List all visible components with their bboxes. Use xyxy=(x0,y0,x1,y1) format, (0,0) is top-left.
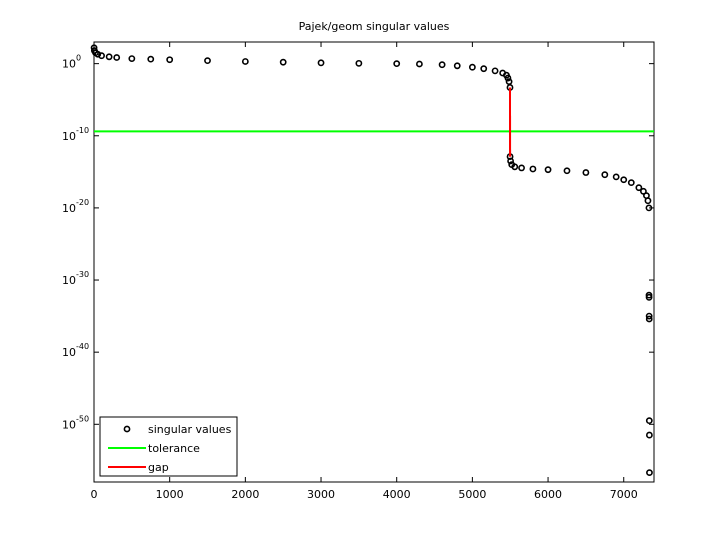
data-point xyxy=(582,169,590,176)
y-tick-label: 100 xyxy=(62,54,81,71)
chart-title: Pajek/geom singular values xyxy=(299,20,450,33)
data-point xyxy=(393,60,401,68)
data-point xyxy=(644,197,652,205)
data-point xyxy=(645,417,653,425)
data-point xyxy=(646,469,653,477)
y-tick-label: 10-40 xyxy=(62,342,89,359)
data-point xyxy=(94,50,102,58)
data-point xyxy=(635,184,643,192)
data-point xyxy=(529,165,537,173)
data-point xyxy=(491,67,499,75)
data-point xyxy=(279,58,287,66)
data-point xyxy=(645,431,653,439)
x-tick-label: 6000 xyxy=(534,488,562,501)
y-tick-base: 10 xyxy=(62,58,76,71)
data-point xyxy=(453,62,461,70)
data-point xyxy=(504,74,512,82)
axes-box xyxy=(93,41,655,483)
y-tick-exponent: -30 xyxy=(76,270,89,279)
data-point xyxy=(645,312,653,320)
data-point xyxy=(468,63,476,71)
legend-marker xyxy=(123,425,131,433)
data-point xyxy=(147,55,155,63)
data-point xyxy=(317,59,325,67)
data-point xyxy=(640,187,647,195)
x-tick-label: 0 xyxy=(91,488,98,501)
y-tick-base: 10 xyxy=(62,418,76,431)
data-point xyxy=(355,59,363,67)
data-point xyxy=(627,179,635,187)
data-point xyxy=(416,60,423,68)
legend-label: tolerance xyxy=(148,442,200,455)
x-tick-label: 4000 xyxy=(383,488,411,501)
y-tick-exponent: -20 xyxy=(76,198,89,207)
y-tick-base: 10 xyxy=(62,202,76,215)
y-tick-exponent: -40 xyxy=(76,342,89,351)
legend-label: singular values xyxy=(148,423,232,436)
data-point xyxy=(645,204,653,212)
y-tick-label: 10-10 xyxy=(62,126,89,143)
legend-label: gap xyxy=(148,461,169,474)
data-point xyxy=(612,173,620,181)
y-tick-label: 10-20 xyxy=(62,198,89,215)
data-point xyxy=(204,57,211,65)
data-point xyxy=(113,54,121,61)
y-tick-exponent: -50 xyxy=(76,414,89,423)
data-point xyxy=(620,176,628,184)
data-point xyxy=(645,293,653,301)
data-point xyxy=(438,61,446,69)
x-tick-label: 5000 xyxy=(458,488,486,501)
marker-series xyxy=(90,44,653,477)
data-point xyxy=(518,164,525,172)
x-tick-label: 1000 xyxy=(156,488,184,501)
x-tick-label: 2000 xyxy=(231,488,259,501)
data-point xyxy=(544,166,552,174)
y-tick-base: 10 xyxy=(62,346,76,359)
y-tick-label: 10-30 xyxy=(62,270,89,287)
y-tick-exponent: -10 xyxy=(76,126,89,135)
x-tick-label: 3000 xyxy=(307,488,335,501)
data-point xyxy=(105,53,113,61)
data-point xyxy=(241,58,249,65)
legend-box xyxy=(99,416,238,477)
legend: singular values tolerance gap xyxy=(99,416,238,477)
data-point xyxy=(98,52,105,60)
data-point xyxy=(563,167,571,175)
y-tick-exponent: 0 xyxy=(76,54,81,63)
data-point xyxy=(601,171,609,179)
data-point xyxy=(166,56,174,64)
data-point xyxy=(511,163,519,171)
x-tick-label: 7000 xyxy=(610,488,638,501)
data-point xyxy=(480,65,488,73)
data-point xyxy=(128,55,136,62)
data-point xyxy=(507,157,514,165)
y-tick-label: 10-50 xyxy=(62,414,89,431)
y-tick-base: 10 xyxy=(62,130,76,143)
data-point xyxy=(645,315,653,323)
y-tick-base: 10 xyxy=(62,274,76,287)
